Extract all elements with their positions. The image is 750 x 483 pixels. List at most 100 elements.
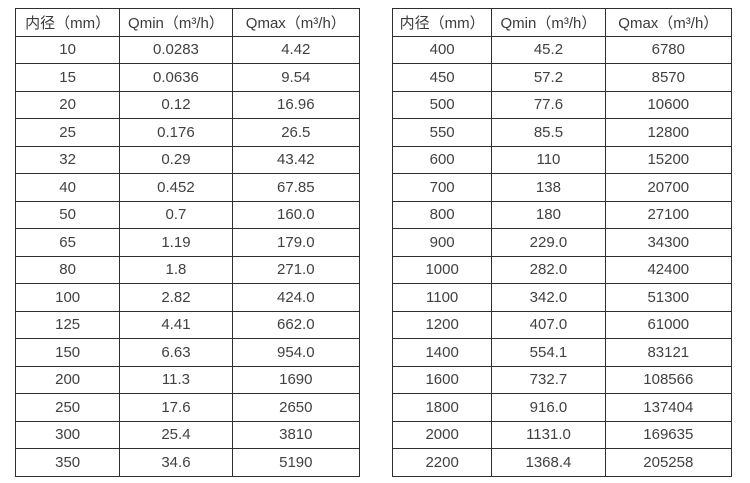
cell-qmax: 16.96 <box>231 90 361 119</box>
table-row: 250 17.6 2650 <box>14 393 361 422</box>
table-row: 550 85.5 12800 <box>391 118 733 147</box>
table-header-row: 内径（mm） Qmin（m³/h） Qmax（m³/h） <box>14 8 361 37</box>
flow-table-small-diameters: 内径（mm） Qmin（m³/h） Qmax（m³/h） 10 0.0283 4.4… <box>14 8 361 477</box>
cell-qmin: 180 <box>491 200 606 229</box>
cell-qmax: 10600 <box>604 90 733 119</box>
table-row: 125 4.41 662.0 <box>14 310 361 339</box>
cell-qmax: 662.0 <box>231 310 361 339</box>
table-row: 80 1.8 271.0 <box>14 255 361 284</box>
cell-diameter: 125 <box>14 310 121 339</box>
table-row: 50 0.7 160.0 <box>14 200 361 229</box>
cell-qmax: 8570 <box>604 63 733 92</box>
table-row: 20 0.12 16.96 <box>14 90 361 119</box>
cell-qmin: 0.7 <box>119 200 233 229</box>
cell-qmin: 0.176 <box>119 118 233 147</box>
cell-diameter: 80 <box>14 255 121 284</box>
table-row: 450 57.2 8570 <box>391 63 733 92</box>
cell-qmin: 0.12 <box>119 90 233 119</box>
cell-qmax: 108566 <box>604 365 733 394</box>
table-row: 1600 732.7 108566 <box>391 365 733 394</box>
cell-qmin: 138 <box>491 173 606 202</box>
table-row: 800 180 27100 <box>391 200 733 229</box>
cell-qmin: 407.0 <box>491 310 606 339</box>
cell-diameter: 150 <box>14 338 121 367</box>
cell-diameter: 250 <box>14 393 121 422</box>
cell-qmin: 0.0636 <box>119 63 233 92</box>
cell-diameter: 32 <box>14 145 121 174</box>
cell-qmax: 42400 <box>604 255 733 284</box>
table-row: 300 25.4 3810 <box>14 420 361 449</box>
cell-qmax: 6780 <box>604 35 733 64</box>
table-row: 40 0.452 67.85 <box>14 173 361 202</box>
cell-qmax: 15200 <box>604 145 733 174</box>
column-header-qmin: Qmin（m³/h） <box>119 8 233 37</box>
table-row: 600 110 15200 <box>391 145 733 174</box>
cell-qmin: 342.0 <box>491 283 606 312</box>
table-row: 350 34.6 5190 <box>14 448 361 477</box>
cell-diameter: 2200 <box>391 448 493 477</box>
cell-qmin: 85.5 <box>491 118 606 147</box>
table-row: 15 0.0636 9.54 <box>14 63 361 92</box>
table-row: 10 0.0283 4.42 <box>14 35 361 64</box>
cell-qmax: 83121 <box>604 338 733 367</box>
cell-qmin: 11.3 <box>119 365 233 394</box>
table-row: 400 45.2 6780 <box>391 35 733 64</box>
table-row: 900 229.0 34300 <box>391 228 733 257</box>
cell-qmin: 25.4 <box>119 420 233 449</box>
table-row: 1200 407.0 61000 <box>391 310 733 339</box>
table-row: 500 77.6 10600 <box>391 90 733 119</box>
cell-qmin: 57.2 <box>491 63 606 92</box>
cell-diameter: 65 <box>14 228 121 257</box>
cell-qmax: 2650 <box>231 393 361 422</box>
cell-qmin: 1368.4 <box>491 448 606 477</box>
table-row: 700 138 20700 <box>391 173 733 202</box>
cell-qmin: 554.1 <box>491 338 606 367</box>
table-row: 100 2.82 424.0 <box>14 283 361 312</box>
cell-diameter: 2000 <box>391 420 493 449</box>
cell-qmin: 2.82 <box>119 283 233 312</box>
cell-qmin: 0.29 <box>119 145 233 174</box>
cell-diameter: 1600 <box>391 365 493 394</box>
cell-qmax: 271.0 <box>231 255 361 284</box>
cell-qmin: 110 <box>491 145 606 174</box>
cell-qmin: 282.0 <box>491 255 606 284</box>
cell-qmax: 4.42 <box>231 35 361 64</box>
cell-qmax: 1690 <box>231 365 361 394</box>
cell-qmax: 43.42 <box>231 145 361 174</box>
cell-diameter: 300 <box>14 420 121 449</box>
cell-diameter: 800 <box>391 200 493 229</box>
table-row: 150 6.63 954.0 <box>14 338 361 367</box>
column-header-qmax: Qmax（m³/h） <box>231 8 361 37</box>
cell-diameter: 100 <box>14 283 121 312</box>
cell-qmin: 0.0283 <box>119 35 233 64</box>
cell-qmax: 20700 <box>604 173 733 202</box>
column-header-qmin: Qmin（m³/h） <box>491 8 606 37</box>
table-row: 1100 342.0 51300 <box>391 283 733 312</box>
cell-qmin: 1131.0 <box>491 420 606 449</box>
cell-qmax: 9.54 <box>231 63 361 92</box>
cell-qmin: 732.7 <box>491 365 606 394</box>
cell-qmin: 916.0 <box>491 393 606 422</box>
cell-qmax: 34300 <box>604 228 733 257</box>
cell-qmax: 51300 <box>604 283 733 312</box>
cell-qmax: 26.5 <box>231 118 361 147</box>
cell-diameter: 350 <box>14 448 121 477</box>
cell-qmin: 34.6 <box>119 448 233 477</box>
table-row: 2200 1368.4 205258 <box>391 448 733 477</box>
table-header-row: 内径（mm） Qmin（m³/h） Qmax（m³/h） <box>391 8 733 37</box>
cell-diameter: 50 <box>14 200 121 229</box>
table-row: 1000 282.0 42400 <box>391 255 733 284</box>
cell-qmax: 12800 <box>604 118 733 147</box>
cell-diameter: 500 <box>391 90 493 119</box>
cell-diameter: 900 <box>391 228 493 257</box>
cell-diameter: 1400 <box>391 338 493 367</box>
cell-diameter: 1800 <box>391 393 493 422</box>
cell-qmin: 77.6 <box>491 90 606 119</box>
column-header-qmax: Qmax（m³/h） <box>604 8 733 37</box>
table-row: 2000 1131.0 169635 <box>391 420 733 449</box>
cell-qmin: 17.6 <box>119 393 233 422</box>
cell-qmax: 160.0 <box>231 200 361 229</box>
cell-qmin: 6.63 <box>119 338 233 367</box>
cell-qmax: 954.0 <box>231 338 361 367</box>
